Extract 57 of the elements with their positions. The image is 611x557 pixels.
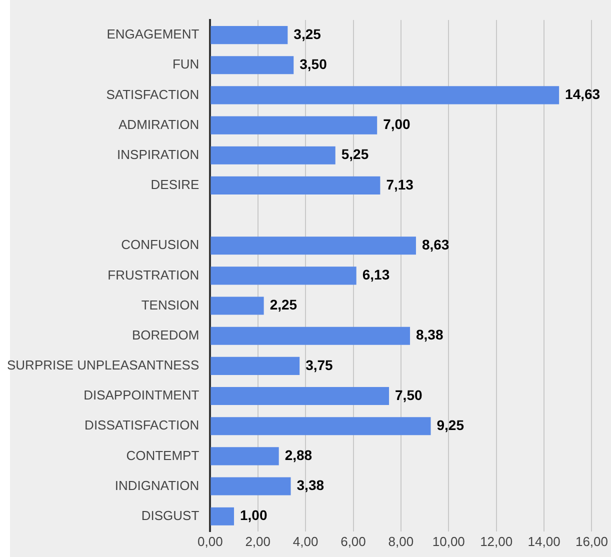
data-label: 3,38 <box>296 477 324 494</box>
data-label: 14,63 <box>565 86 600 102</box>
y-tick-label: DESIRE <box>150 177 200 192</box>
bar <box>210 477 291 496</box>
x-tick-label: 12,00 <box>480 534 513 549</box>
bar <box>210 326 410 345</box>
data-label: 7,50 <box>395 386 422 403</box>
x-tick-label: 14,00 <box>528 534 560 549</box>
y-tick-label: FRUSTRATION <box>108 267 200 282</box>
y-tick-label: CONFUSION <box>121 237 200 252</box>
data-label: 3,50 <box>300 56 328 72</box>
data-label: 3,75 <box>306 356 334 373</box>
x-tick-label: 8,00 <box>388 534 414 549</box>
bar <box>210 356 300 375</box>
y-tick-label: INDIGNATION <box>114 478 200 493</box>
x-tick-label: 10,00 <box>432 534 465 549</box>
y-tick-label: DISSATISFACTION <box>84 418 200 433</box>
y-tick-label: SURPRISE UNPLEASANTNESS <box>6 358 200 373</box>
y-tick-label: SATISFACTION <box>106 86 200 102</box>
bar <box>210 447 279 466</box>
y-tick-label: TENSION <box>141 297 200 312</box>
y-tick-label: FUN <box>172 56 200 72</box>
y-tick-label: ADMIRATION <box>118 116 200 132</box>
y-tick-label: BOREDOM <box>132 327 200 342</box>
bar <box>210 116 378 134</box>
data-label: 2,25 <box>270 296 298 313</box>
data-label: 5,25 <box>341 146 369 162</box>
y-tick-label: CONTEMPT <box>126 448 200 463</box>
data-label: 8,38 <box>416 326 444 343</box>
bar <box>210 417 431 436</box>
bar <box>210 266 356 285</box>
y-tick-label: INSPIRATION <box>117 146 200 162</box>
data-label: 6,13 <box>362 266 390 283</box>
x-tick-label: 16,00 <box>575 534 608 549</box>
bar <box>210 296 264 315</box>
data-label: 7,13 <box>386 176 414 192</box>
data-label: 2,88 <box>284 447 312 464</box>
y-tick-label: ENGAGEMENT <box>106 26 200 42</box>
x-tick-label: 0,00 <box>198 534 223 549</box>
data-label: 8,63 <box>422 236 450 252</box>
data-label: 1,00 <box>240 507 268 524</box>
x-tick-label: 4,00 <box>292 534 318 549</box>
bar <box>210 26 288 44</box>
x-tick-label: 2,00 <box>245 534 271 549</box>
bar <box>210 236 416 255</box>
bar <box>210 146 336 164</box>
bar <box>210 387 390 406</box>
data-label: 9,25 <box>436 416 464 433</box>
y-tick-label: DISGUST <box>141 508 200 523</box>
data-label: 7,00 <box>383 116 411 132</box>
bar <box>210 86 560 104</box>
bar <box>210 56 294 74</box>
x-tick-label: 6,00 <box>340 534 366 549</box>
bar <box>210 176 380 194</box>
data-label: 3,25 <box>294 26 322 42</box>
y-tick-label: DISAPPOINTMENT <box>84 388 200 403</box>
bar <box>210 507 234 526</box>
